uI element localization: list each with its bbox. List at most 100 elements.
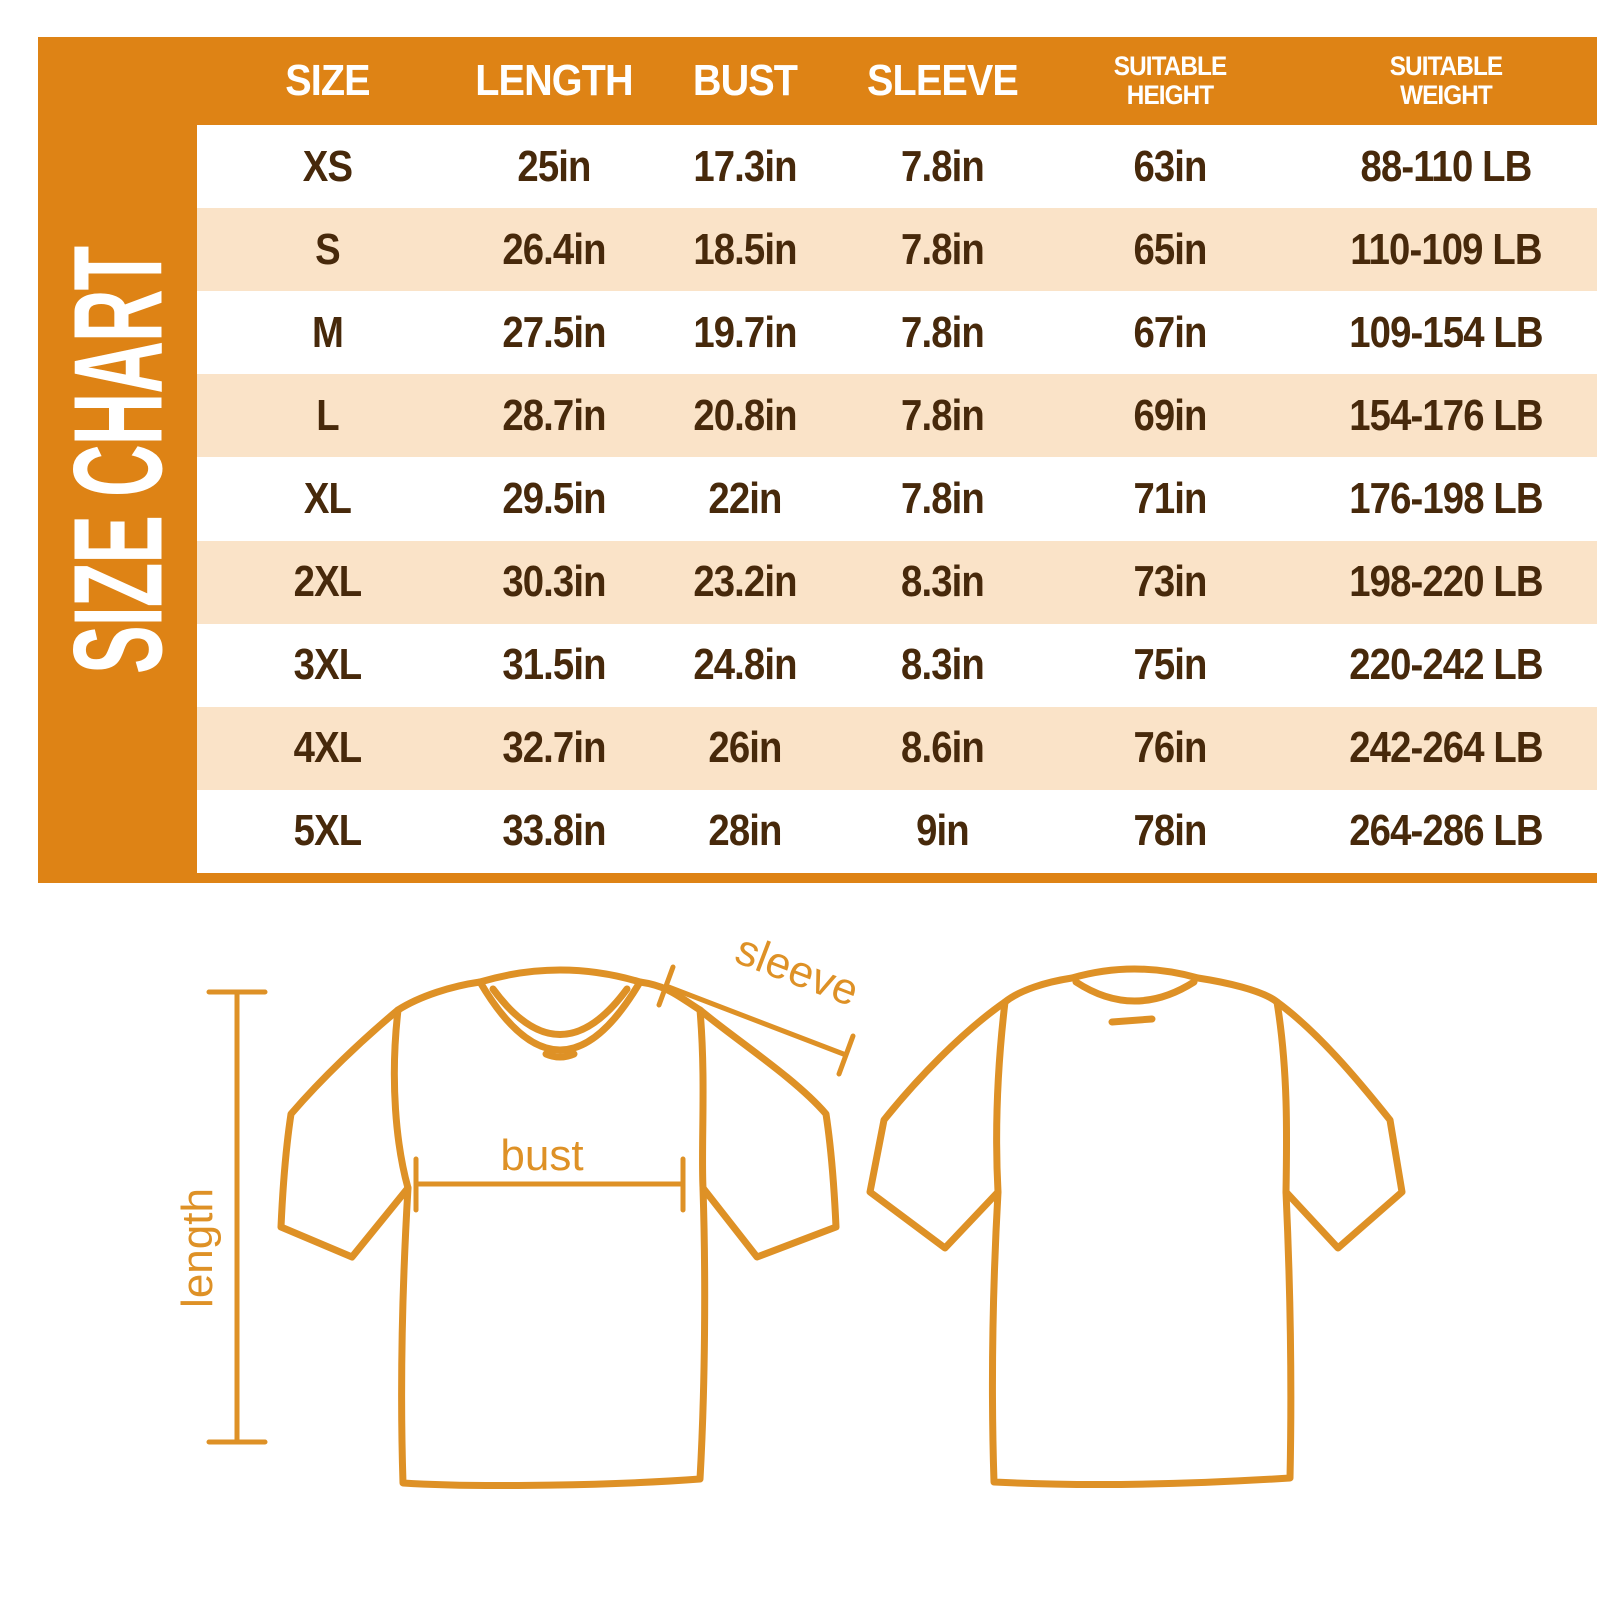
cell-size: 5XL xyxy=(293,806,362,856)
cell-sleeve: 8.6in xyxy=(900,723,985,773)
cell-length: 32.7in xyxy=(502,723,606,773)
header-line: SUITABLE xyxy=(1113,50,1227,81)
cell-length: 30.3in xyxy=(502,557,606,607)
cell-length: 31.5in xyxy=(502,640,606,690)
header-line: WEIGHT xyxy=(1399,80,1493,110)
tshirt-back-drawing xyxy=(866,965,1406,1489)
cell-sleeve: 7.8in xyxy=(900,224,985,274)
tshirt-back-collar-stitch xyxy=(1108,1015,1156,1026)
tshirt-front-collar-outer xyxy=(476,978,644,1054)
tshirt-back-outline xyxy=(866,965,1406,1489)
header-length: LENGTH xyxy=(468,37,641,125)
tshirt-front-collar-stitch xyxy=(542,1050,578,1061)
tshirt-back-armhole-left xyxy=(993,998,1009,1196)
tshirt-front-armhole-left xyxy=(390,1006,412,1192)
cell-weight: 110-109 LB xyxy=(1350,224,1542,274)
cell-weight: 264-286 LB xyxy=(1349,806,1543,856)
cell-size: S xyxy=(315,224,341,274)
header-line: HEIGHT xyxy=(1126,80,1214,110)
cell-size: M xyxy=(311,307,344,357)
table-row: L 28.7in 20.8in 7.8in 69in 154-176 LB xyxy=(197,374,1597,458)
table-row: 4XL 32.7in 26in 8.6in 76in 242-264 LB xyxy=(197,706,1597,790)
cell-sleeve: 7.8in xyxy=(900,390,985,440)
header-line: BUST xyxy=(692,56,798,105)
header-suitable-height: SUITABLE HEIGHT xyxy=(1057,37,1282,125)
cell-height: 71in xyxy=(1133,473,1207,523)
table-row: XS 25in 17.3in 7.8in 63in 88-110 LB xyxy=(197,125,1597,209)
cell-height: 67in xyxy=(1133,307,1207,357)
cell-bust: 24.8in xyxy=(693,640,797,690)
cell-bust: 20.8in xyxy=(693,390,797,440)
header-line: SIZE xyxy=(285,56,370,105)
cell-sleeve: 8.3in xyxy=(900,557,985,607)
cell-sleeve: 9in xyxy=(915,806,970,856)
cell-size: XS xyxy=(302,141,353,191)
length-label: length xyxy=(173,1188,222,1308)
header-line: SLEEVE xyxy=(866,56,1019,105)
cell-weight: 109-154 LB xyxy=(1349,307,1543,357)
tshirt-front-collar-inner xyxy=(489,985,631,1038)
cell-bust: 26in xyxy=(708,723,782,773)
cell-bust: 22in xyxy=(708,473,782,523)
tshirt-back-collar-band xyxy=(1072,978,1198,1005)
cell-length: 25in xyxy=(517,141,591,191)
cell-weight: 88-110 LB xyxy=(1360,141,1532,191)
cell-sleeve: 8.3in xyxy=(900,640,985,690)
tshirt-front-drawing xyxy=(277,966,840,1490)
chart-frame: SIZE CHART SIZE LENGTH BUST SLEEVE SUITA… xyxy=(38,37,1597,883)
sleeve-line xyxy=(656,964,856,1077)
cell-bust: 19.7in xyxy=(693,307,797,357)
table-row: 2XL 30.3in 23.2in 8.3in 73in 198-220 LB xyxy=(197,540,1597,624)
cell-sleeve: 7.8in xyxy=(900,141,985,191)
cell-height: 65in xyxy=(1133,224,1207,274)
cell-length: 29.5in xyxy=(502,473,606,523)
cell-height: 69in xyxy=(1133,390,1207,440)
cell-size: L xyxy=(316,390,339,440)
length-line xyxy=(206,989,268,1445)
cell-weight: 220-242 LB xyxy=(1349,640,1543,690)
size-table: XS 25in 17.3in 7.8in 63in 88-110 LB S 26… xyxy=(197,125,1597,873)
header-sleeve: SLEEVE xyxy=(850,37,1034,125)
cell-size: 3XL xyxy=(293,640,362,690)
cell-height: 73in xyxy=(1133,557,1207,607)
cell-length: 27.5in xyxy=(502,307,606,357)
page-title: SIZE CHART xyxy=(47,246,188,674)
length-measure: length xyxy=(173,989,268,1445)
cell-bust: 28in xyxy=(708,806,782,856)
header-line: LENGTH xyxy=(475,56,633,105)
cell-height: 63in xyxy=(1133,141,1207,191)
cell-height: 78in xyxy=(1133,806,1207,856)
header-size: SIZE xyxy=(210,37,445,125)
header-bust: BUST xyxy=(659,37,830,125)
cell-bust: 18.5in xyxy=(693,224,797,274)
cell-height: 76in xyxy=(1133,723,1207,773)
header-suitable-weight: SUITABLE WEIGHT xyxy=(1310,37,1582,125)
table-row: M 27.5in 19.7in 7.8in 67in 109-154 LB xyxy=(197,291,1597,375)
tshirt-front-armhole-right xyxy=(696,1006,707,1192)
measurement-diagram: length bust sleeve xyxy=(173,930,1406,1490)
cell-weight: 242-264 LB xyxy=(1349,723,1543,773)
cell-length: 26.4in xyxy=(502,224,606,274)
header-line: SUITABLE xyxy=(1389,50,1503,81)
cell-length: 28.7in xyxy=(502,390,606,440)
cell-size: 2XL xyxy=(293,557,362,607)
table-row: S 26.4in 18.5in 7.8in 65in 110-109 LB xyxy=(197,208,1597,292)
cell-weight: 198-220 LB xyxy=(1349,557,1543,607)
cell-height: 75in xyxy=(1133,640,1207,690)
sidebar: SIZE CHART xyxy=(38,37,197,883)
cell-bust: 17.3in xyxy=(693,141,797,191)
cell-bust: 23.2in xyxy=(693,557,797,607)
table-row: XL 29.5in 22in 7.8in 71in 176-198 LB xyxy=(197,457,1597,541)
tshirt-back-armhole-right xyxy=(1273,998,1291,1196)
cell-length: 33.8in xyxy=(502,806,606,856)
sleeve-label: sleeve xyxy=(729,930,865,1016)
cell-weight: 176-198 LB xyxy=(1349,473,1543,523)
cell-sleeve: 7.8in xyxy=(900,307,985,357)
table-row: 3XL 31.5in 24.8in 8.3in 75in 220-242 LB xyxy=(197,623,1597,707)
bust-label: bust xyxy=(500,1131,583,1180)
cell-size: XL xyxy=(303,473,352,523)
cell-sleeve: 7.8in xyxy=(900,473,985,523)
cell-weight: 154-176 LB xyxy=(1349,390,1543,440)
table-row: 5XL 33.8in 28in 9in 78in 264-286 LB xyxy=(197,789,1597,873)
